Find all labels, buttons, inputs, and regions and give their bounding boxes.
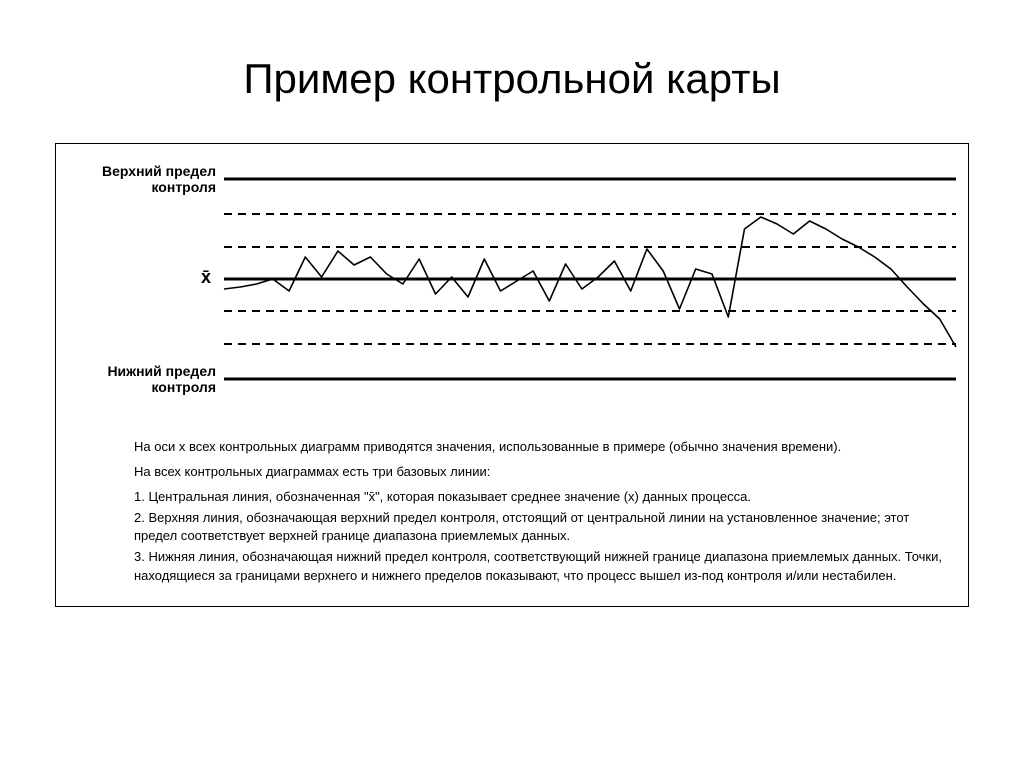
upper-limit-label: Верхний пределконтроля <box>56 163 216 195</box>
desc-list: 1. Центральная линия, обозначенная "x̄",… <box>134 488 948 586</box>
control-chart: Верхний пределконтроля x̄ Нижний пределк… <box>56 144 968 424</box>
desc-axis-note: На оси х всех контрольных диаграмм приво… <box>134 438 948 457</box>
center-line-label: x̄ <box>56 267 211 288</box>
data-series-line <box>224 217 956 347</box>
chart-container: Верхний пределконтроля x̄ Нижний пределк… <box>55 143 969 607</box>
page-title: Пример контрольной карты <box>0 0 1024 143</box>
desc-list-item: 2. Верхняя линия, обозначающая верхний п… <box>134 509 948 547</box>
lower-limit-label: Нижний пределконтроля <box>56 363 216 395</box>
desc-list-item: 3. Нижняя линия, обозначающая нижний пре… <box>134 548 948 586</box>
description-block: На оси х всех контрольных диаграмм приво… <box>56 424 968 606</box>
desc-intro: На всех контрольных диаграммах есть три … <box>134 463 948 482</box>
desc-list-item: 1. Центральная линия, обозначенная "x̄",… <box>134 488 948 507</box>
